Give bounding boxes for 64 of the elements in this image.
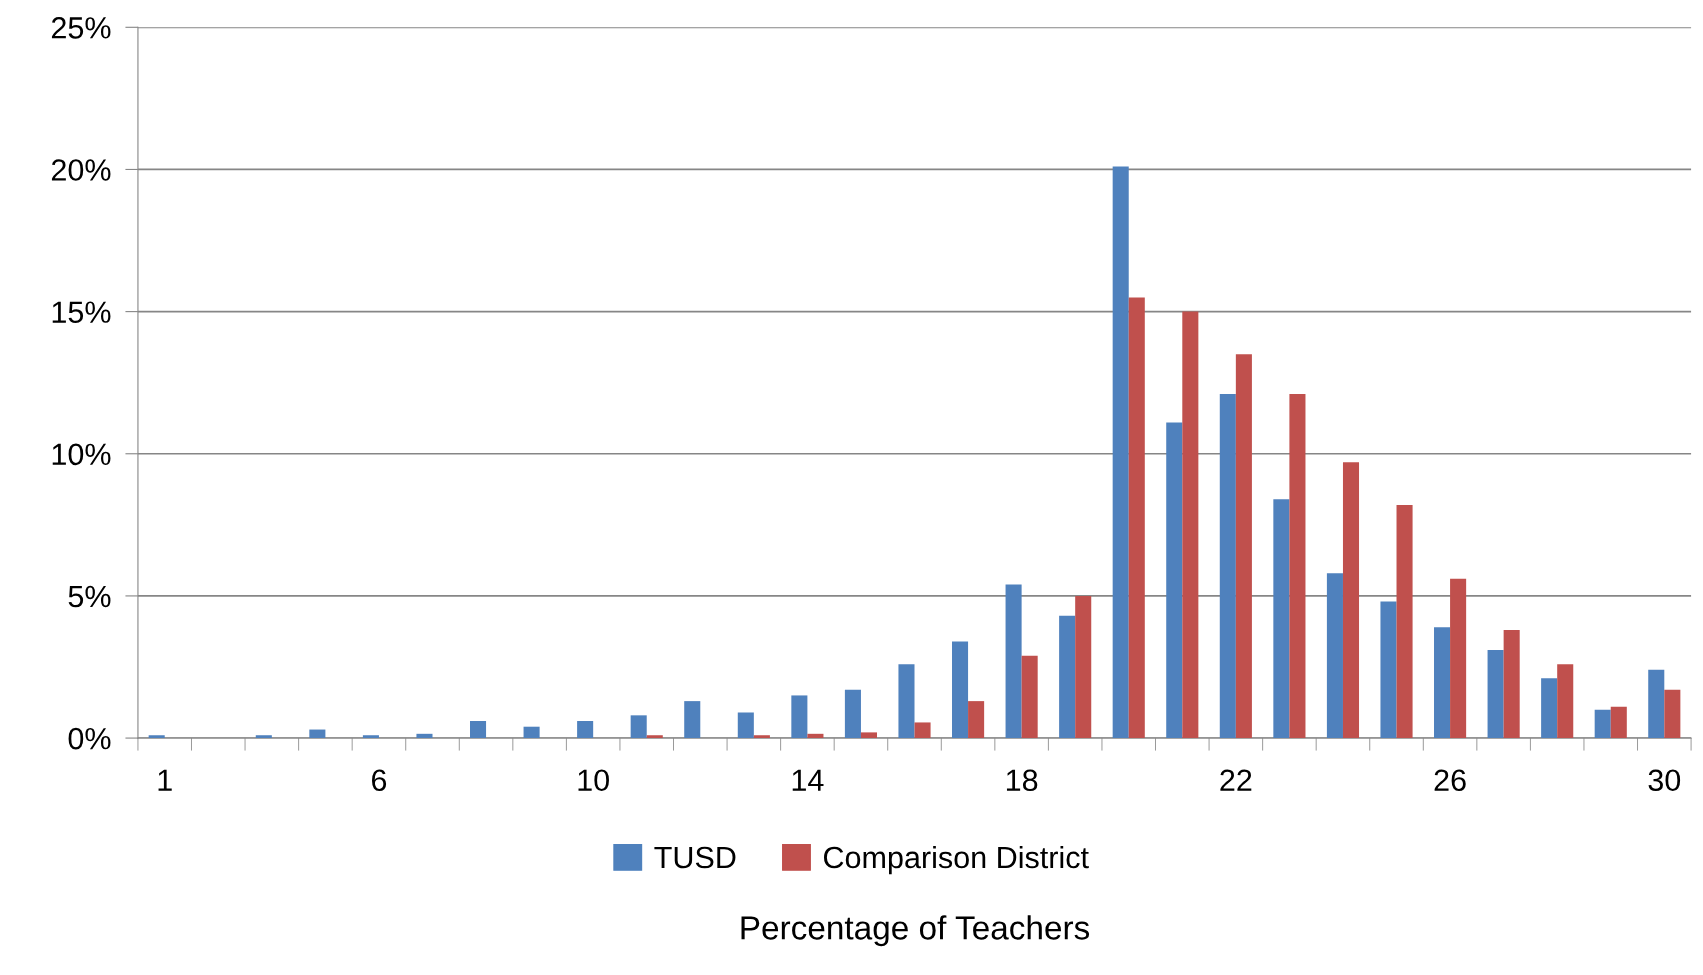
- bar: [469, 721, 487, 739]
- bar: [1219, 394, 1236, 739]
- bar: [737, 712, 754, 739]
- x-tick-label: 1: [158, 769, 172, 791]
- x-tick-label: 14: [792, 769, 824, 791]
- bar: [630, 715, 647, 739]
- bar: [1396, 504, 1413, 739]
- bar: [684, 701, 701, 739]
- bar: [898, 664, 915, 739]
- bar: [309, 729, 326, 739]
- legend-label: Comparison District: [824, 845, 1089, 875]
- bar: [1075, 595, 1092, 739]
- bar: [255, 735, 272, 739]
- bar: [1112, 166, 1129, 739]
- y-tick-label: 20%: [51, 159, 111, 181]
- y-tick-label: 15%: [52, 301, 111, 323]
- bar: [1541, 678, 1558, 739]
- bar: [1557, 664, 1574, 739]
- bar: [1289, 394, 1306, 739]
- bar: [1021, 655, 1038, 739]
- bar: [1594, 709, 1611, 739]
- bar: [1380, 601, 1397, 739]
- bar: [1166, 422, 1183, 739]
- y-tick-label: 10%: [52, 443, 111, 466]
- bar: [753, 735, 770, 739]
- legend-label: TUSD: [654, 846, 736, 869]
- bar: [1648, 669, 1665, 739]
- bar: [1005, 584, 1022, 739]
- bar: [1450, 578, 1467, 739]
- bar: [1235, 354, 1252, 739]
- bar: [416, 733, 433, 739]
- bar: [968, 701, 985, 739]
- bar: [577, 721, 594, 739]
- x-axis-title: Percentage of Teachers: [741, 915, 1090, 947]
- bar: [860, 732, 878, 739]
- x-tick-label: 30: [1648, 769, 1681, 792]
- bar: [148, 735, 165, 739]
- bar: [362, 735, 379, 739]
- bar: [646, 735, 663, 739]
- bar: [1128, 297, 1145, 739]
- bar: [807, 733, 824, 739]
- bar: [1487, 649, 1504, 739]
- bar: [1664, 689, 1681, 739]
- x-tick-label: 18: [1006, 769, 1038, 792]
- bar: [1503, 630, 1520, 739]
- x-tick-label: 6: [372, 769, 387, 792]
- y-tick-label: 25%: [51, 17, 111, 39]
- bar: [914, 722, 931, 739]
- bar: [952, 641, 969, 739]
- bar: [1610, 706, 1627, 739]
- bar: [791, 695, 808, 739]
- x-tick-label: 10: [578, 769, 609, 792]
- bar: [1059, 615, 1076, 739]
- bar: [1182, 311, 1199, 739]
- bar: [523, 726, 540, 739]
- bar: [1273, 499, 1290, 739]
- x-tick-label: 26: [1434, 769, 1466, 792]
- x-tick-label: 22: [1220, 769, 1252, 791]
- bar: [1342, 462, 1360, 739]
- y-tick-label: 0%: [68, 727, 111, 750]
- bar: [844, 689, 861, 739]
- y-tick-label: 5%: [68, 585, 111, 608]
- bar: [1326, 573, 1343, 739]
- bar: [1434, 627, 1451, 739]
